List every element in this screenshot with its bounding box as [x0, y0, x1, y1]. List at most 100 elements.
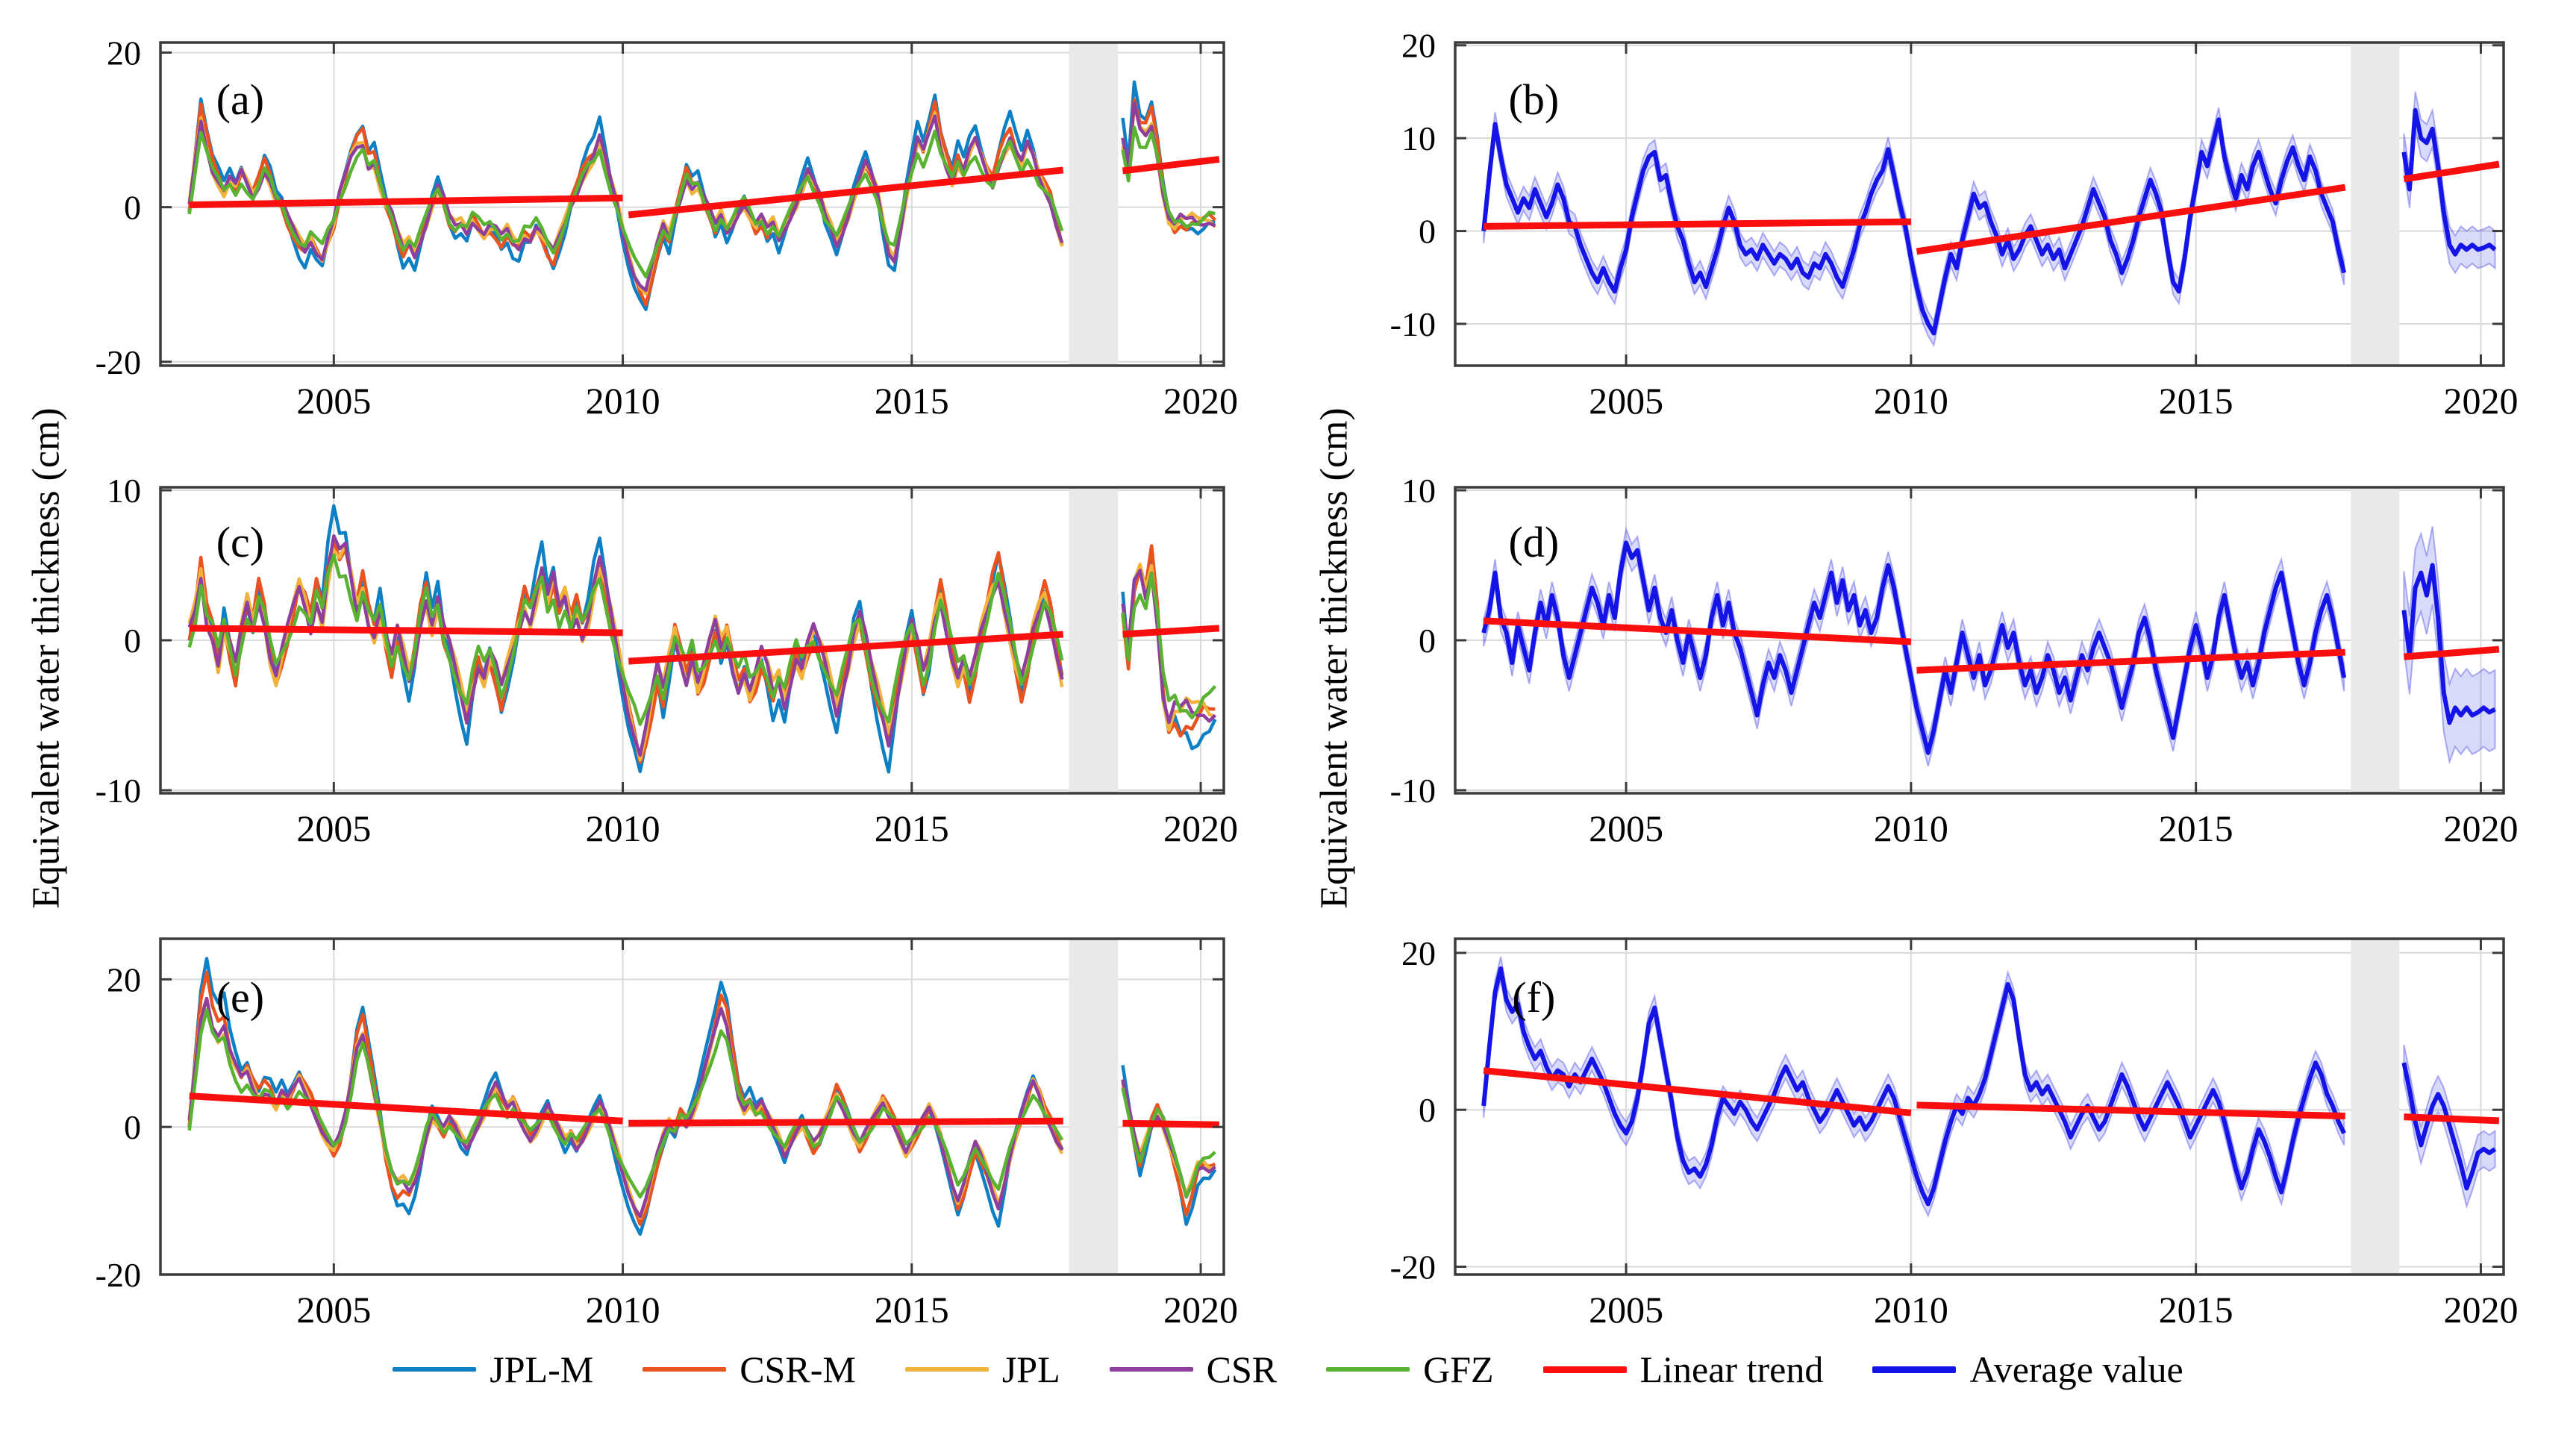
y-tick-label: 20 — [1401, 934, 1436, 972]
y-tick-label: 0 — [1419, 622, 1436, 660]
uncertainty-band-pre — [1483, 526, 2345, 767]
x-tick-label: 2020 — [1163, 1289, 1238, 1331]
x-tick-label: 2005 — [1589, 807, 1663, 849]
x-tick-label: 2005 — [296, 1289, 371, 1331]
axes-box — [1454, 41, 2505, 367]
legend-line-sample-jpl-m — [393, 1367, 477, 1372]
legend-line-sample-csr — [1109, 1367, 1193, 1372]
y-axis-label-right: Equivalent water thickness (cm) — [1313, 407, 1356, 909]
data-gap-band — [2351, 940, 2400, 1274]
legend-item-csr-m: CSR-M — [643, 1351, 856, 1388]
legend-label: CSR-M — [740, 1348, 856, 1390]
legend-label: CSR — [1206, 1348, 1278, 1390]
x-tick-label: 2005 — [296, 380, 371, 422]
legend-item-average-value: Average value — [1872, 1351, 2183, 1388]
x-tick-label: 2015 — [2159, 807, 2233, 849]
trend-line-segment-2 — [628, 166, 1064, 219]
axes-box — [159, 41, 1225, 367]
x-tick-label: 2015 — [875, 807, 949, 849]
trend-line-segment-2 — [1916, 1101, 2345, 1120]
panel-f: -20 0 20 2005 2010 2015 2020 (f) — [1390, 934, 2519, 1331]
series-line-gfz — [187, 553, 1217, 726]
panel-d: -10 0 10 2005 2010 2015 2020 (d) — [1390, 472, 2519, 849]
x-tick-label: 2010 — [586, 380, 660, 422]
y-tick-label: 0 — [124, 622, 141, 660]
y-tick-label: 10 — [1401, 119, 1436, 157]
series-line-average-value — [1481, 540, 2496, 755]
legend-line-sample-linear-trend — [1542, 1366, 1627, 1373]
legend-label: Average value — [1969, 1348, 2183, 1390]
y-tick-label: -10 — [1390, 772, 1436, 810]
panel-c: -10 0 10 2005 2010 2015 2020 (c) — [96, 472, 1238, 849]
x-tick-label: 2020 — [2443, 380, 2518, 422]
y-tick-label: -20 — [1390, 1248, 1436, 1286]
trend-line-segment-2 — [1916, 184, 2346, 255]
x-tick-label: 2015 — [875, 1289, 949, 1331]
legend-line-sample-average-value — [1872, 1366, 1957, 1373]
trend-line-segment-1 — [1484, 218, 1911, 230]
panel-data-c — [187, 504, 1220, 774]
panel-letter-c: (c) — [216, 518, 264, 566]
y-tick-label: 20 — [107, 960, 141, 998]
legend-item-csr: CSR — [1109, 1348, 1278, 1390]
trend-line-segment-3 — [2404, 1113, 2500, 1125]
legend-item-jpl: JPL — [904, 1348, 1060, 1390]
x-tick-label: 2010 — [1874, 380, 1948, 422]
legend-label: JPL-M — [490, 1348, 594, 1390]
series-line-gfz — [187, 1008, 1216, 1199]
legend-line-sample-jpl — [904, 1367, 989, 1372]
trend-line-segment-1 — [189, 625, 623, 637]
y-tick-label: 0 — [1419, 1091, 1436, 1129]
panel-a: -20 0 20 2005 2010 2015 2020 (a) — [96, 34, 1238, 422]
x-tick-label: 2020 — [2443, 1289, 2518, 1331]
legend-line-sample-gfz — [1326, 1367, 1410, 1372]
x-tick-label: 2015 — [875, 380, 949, 422]
panel-b: -10 0 10 20 2005 2010 2015 2020 (b) — [1390, 27, 2519, 422]
y-tick-label: 10 — [107, 472, 141, 510]
series-line-gfz — [187, 125, 1216, 279]
data-gap-band — [1069, 488, 1119, 792]
panel-letter-b: (b) — [1509, 75, 1560, 124]
trend-line-segment-3 — [1122, 155, 1220, 175]
legend-line-sample-csr-m — [643, 1367, 727, 1372]
x-tick-label: 2015 — [2159, 1289, 2233, 1331]
y-tick-label: -10 — [1390, 305, 1436, 343]
y-tick-label: 10 — [1401, 472, 1436, 510]
data-gap-band — [1069, 940, 1119, 1274]
data-gap-band — [2351, 488, 2400, 792]
trend-line-segment-2 — [1916, 648, 2345, 674]
data-gap-band — [2351, 43, 2400, 365]
x-tick-label: 2020 — [1163, 807, 1238, 849]
y-tick-label: 20 — [107, 34, 141, 72]
y-axis-label-left: Equivalent water thickness (cm) — [25, 407, 68, 909]
axes-box — [159, 937, 1225, 1276]
x-tick-label: 2005 — [1589, 380, 1663, 422]
x-tick-label: 2010 — [1874, 807, 1948, 849]
y-tick-label: 0 — [1419, 213, 1436, 251]
x-tick-label: 2020 — [1163, 380, 1238, 422]
legend-label: JPL — [1001, 1348, 1060, 1390]
trend-line-segment-3 — [2403, 160, 2500, 183]
x-tick-label: 2020 — [2443, 807, 2518, 849]
panel-data-b — [1481, 91, 2500, 348]
panel-letter-a: (a) — [216, 75, 264, 124]
legend-label: GFZ — [1423, 1348, 1494, 1390]
panel-letter-e: (e) — [216, 973, 264, 1022]
trend-line-segment-3 — [2404, 645, 2500, 660]
x-tick-label: 2005 — [296, 807, 371, 849]
panel-data-d — [1481, 526, 2500, 767]
series-line-csr-m — [187, 970, 1216, 1226]
x-tick-label: 2010 — [1874, 1289, 1948, 1331]
data-gap-band — [1069, 43, 1119, 365]
legend-item-gfz: GFZ — [1326, 1348, 1494, 1390]
trend-line-segment-2 — [628, 631, 1063, 665]
panel-data-a — [187, 80, 1220, 311]
series-line-jpl — [187, 996, 1216, 1220]
x-tick-label: 2010 — [586, 807, 660, 849]
panel-letter-d: (d) — [1509, 518, 1560, 566]
x-tick-label: 2005 — [1589, 1289, 1663, 1331]
y-tick-label: -10 — [96, 772, 141, 810]
trend-line-segment-1 — [189, 1092, 623, 1125]
trend-line-segment-1 — [1483, 1067, 1912, 1116]
